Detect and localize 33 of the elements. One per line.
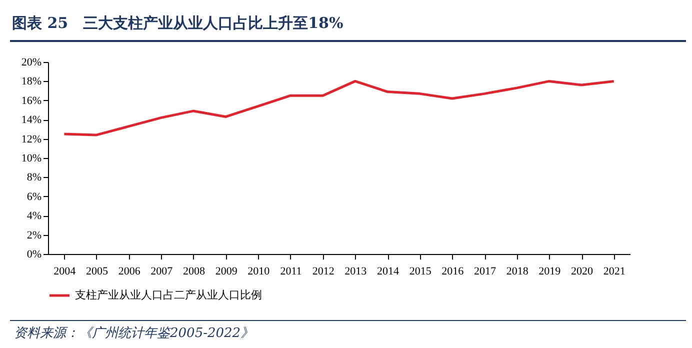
y-tick-label: 18%: [21, 76, 42, 88]
x-tick-label: 2009: [215, 266, 238, 278]
x-tick-label: 2020: [571, 266, 594, 278]
y-tick-label: 10%: [21, 152, 42, 164]
x-tick-label: 2005: [86, 266, 108, 278]
x-tick-label: 2018: [506, 266, 529, 278]
y-tick-label: 8%: [26, 172, 42, 184]
x-tick-label: 2007: [150, 266, 174, 278]
x-tick-label: 2008: [183, 266, 206, 278]
x-tick-label: 2006: [118, 266, 141, 278]
x-tick-label: 2010: [248, 266, 270, 278]
x-tick-label: 2011: [280, 266, 302, 278]
y-tick-label: 0%: [26, 248, 42, 260]
x-tick-label: 2019: [538, 266, 562, 278]
y-tick-label: 6%: [26, 190, 42, 203]
x-tick-label: 2015: [409, 266, 432, 278]
text: 资料来源：《广州统计年鉴2005-2022》: [14, 325, 254, 342]
line-series: [62, 80, 616, 136]
chart-title: 图表 25 三大支柱产业从业人口占比上升至18%: [12, 14, 344, 33]
x-tick-label: 2021: [603, 266, 626, 278]
y-tick-label: 4%: [26, 210, 42, 222]
y-tick-label: 16%: [21, 94, 42, 107]
x-tick-label: 2017: [474, 266, 496, 278]
x-tick-label: 2004: [54, 266, 76, 278]
x-tick-label: 2013: [344, 266, 368, 278]
x-tick-label: 2014: [377, 266, 400, 278]
y-tick-label: 2%: [26, 229, 42, 242]
y-tick-label: 14%: [21, 114, 42, 126]
x-tick-label: 2016: [442, 266, 464, 278]
x-tick-label: 2012: [312, 266, 334, 278]
y-tick-label: 12%: [21, 133, 42, 146]
legend-label: 支柱产业从业人口占二产从业人口比例: [75, 288, 262, 302]
y-tick-label: 20%: [21, 56, 42, 68]
